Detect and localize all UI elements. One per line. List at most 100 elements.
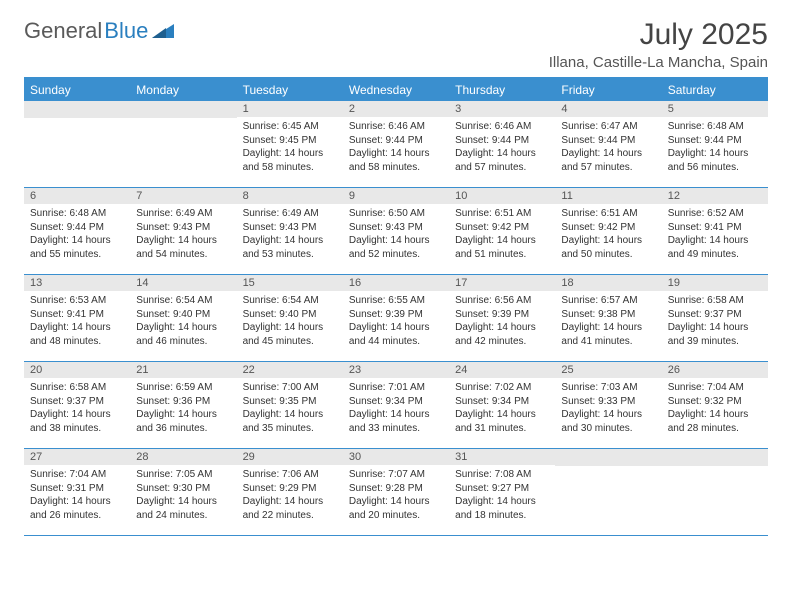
daylight-text: Daylight: 14 hours and 20 minutes. — [349, 495, 443, 522]
daylight-text: Daylight: 14 hours and 53 minutes. — [243, 234, 337, 261]
sunrise-text: Sunrise: 6:49 AM — [243, 207, 337, 221]
day-cell: 19Sunrise: 6:58 AMSunset: 9:37 PMDayligh… — [662, 275, 768, 361]
day-number: 18 — [555, 275, 661, 291]
sunrise-text: Sunrise: 6:52 AM — [668, 207, 762, 221]
sunrise-text: Sunrise: 6:46 AM — [455, 120, 549, 134]
sunset-text: Sunset: 9:39 PM — [349, 308, 443, 322]
day-cell: 28Sunrise: 7:05 AMSunset: 9:30 PMDayligh… — [130, 449, 236, 535]
day-number: 24 — [449, 362, 555, 378]
day-cell: 15Sunrise: 6:54 AMSunset: 9:40 PMDayligh… — [237, 275, 343, 361]
dow-label: Thursday — [449, 79, 555, 101]
header: GeneralBlue July 2025 Illana, Castille-L… — [24, 18, 768, 71]
daylight-text: Daylight: 14 hours and 51 minutes. — [455, 234, 549, 261]
dow-label: Monday — [130, 79, 236, 101]
day-cell: 22Sunrise: 7:00 AMSunset: 9:35 PMDayligh… — [237, 362, 343, 448]
sunset-text: Sunset: 9:41 PM — [668, 221, 762, 235]
daylight-text: Daylight: 14 hours and 49 minutes. — [668, 234, 762, 261]
week-row: 27Sunrise: 7:04 AMSunset: 9:31 PMDayligh… — [24, 449, 768, 536]
day-body: Sunrise: 7:05 AMSunset: 9:30 PMDaylight:… — [130, 465, 236, 526]
logo-text-gray: General — [24, 18, 102, 44]
sunset-text: Sunset: 9:44 PM — [668, 134, 762, 148]
daylight-text: Daylight: 14 hours and 36 minutes. — [136, 408, 230, 435]
day-body: Sunrise: 6:54 AMSunset: 9:40 PMDaylight:… — [130, 291, 236, 352]
sunrise-text: Sunrise: 6:46 AM — [349, 120, 443, 134]
day-number: 1 — [237, 101, 343, 117]
daylight-text: Daylight: 14 hours and 48 minutes. — [30, 321, 124, 348]
dow-label: Friday — [555, 79, 661, 101]
day-cell: 11Sunrise: 6:51 AMSunset: 9:42 PMDayligh… — [555, 188, 661, 274]
day-cell: 7Sunrise: 6:49 AMSunset: 9:43 PMDaylight… — [130, 188, 236, 274]
day-cell: 30Sunrise: 7:07 AMSunset: 9:28 PMDayligh… — [343, 449, 449, 535]
day-cell: 29Sunrise: 7:06 AMSunset: 9:29 PMDayligh… — [237, 449, 343, 535]
sunset-text: Sunset: 9:42 PM — [561, 221, 655, 235]
dow-row: SundayMondayTuesdayWednesdayThursdayFrid… — [24, 79, 768, 101]
sunset-text: Sunset: 9:34 PM — [349, 395, 443, 409]
day-body: Sunrise: 6:45 AMSunset: 9:45 PMDaylight:… — [237, 117, 343, 178]
day-number: 2 — [343, 101, 449, 117]
sunset-text: Sunset: 9:45 PM — [243, 134, 337, 148]
sunset-text: Sunset: 9:31 PM — [30, 482, 124, 496]
day-number: 15 — [237, 275, 343, 291]
day-body: Sunrise: 6:47 AMSunset: 9:44 PMDaylight:… — [555, 117, 661, 178]
sunrise-text: Sunrise: 6:58 AM — [668, 294, 762, 308]
sunset-text: Sunset: 9:43 PM — [243, 221, 337, 235]
month-title: July 2025 — [549, 18, 768, 52]
sunset-text: Sunset: 9:28 PM — [349, 482, 443, 496]
sunrise-text: Sunrise: 6:59 AM — [136, 381, 230, 395]
day-body: Sunrise: 6:48 AMSunset: 9:44 PMDaylight:… — [662, 117, 768, 178]
sunset-text: Sunset: 9:40 PM — [136, 308, 230, 322]
day-body: Sunrise: 7:04 AMSunset: 9:31 PMDaylight:… — [24, 465, 130, 526]
day-number: 26 — [662, 362, 768, 378]
sunrise-text: Sunrise: 6:51 AM — [561, 207, 655, 221]
day-cell: 20Sunrise: 6:58 AMSunset: 9:37 PMDayligh… — [24, 362, 130, 448]
day-cell: 8Sunrise: 6:49 AMSunset: 9:43 PMDaylight… — [237, 188, 343, 274]
sunset-text: Sunset: 9:44 PM — [455, 134, 549, 148]
week-row: 1Sunrise: 6:45 AMSunset: 9:45 PMDaylight… — [24, 101, 768, 188]
sunrise-text: Sunrise: 7:02 AM — [455, 381, 549, 395]
day-body: Sunrise: 7:06 AMSunset: 9:29 PMDaylight:… — [237, 465, 343, 526]
calendar-grid: SundayMondayTuesdayWednesdayThursdayFrid… — [24, 77, 768, 536]
sunrise-text: Sunrise: 7:05 AM — [136, 468, 230, 482]
day-number: 11 — [555, 188, 661, 204]
title-block: July 2025 Illana, Castille-La Mancha, Sp… — [549, 18, 768, 71]
daylight-text: Daylight: 14 hours and 35 minutes. — [243, 408, 337, 435]
day-body: Sunrise: 6:55 AMSunset: 9:39 PMDaylight:… — [343, 291, 449, 352]
day-cell: 17Sunrise: 6:56 AMSunset: 9:39 PMDayligh… — [449, 275, 555, 361]
day-cell: 1Sunrise: 6:45 AMSunset: 9:45 PMDaylight… — [237, 101, 343, 187]
daylight-text: Daylight: 14 hours and 38 minutes. — [30, 408, 124, 435]
sunrise-text: Sunrise: 7:04 AM — [30, 468, 124, 482]
sunrise-text: Sunrise: 6:48 AM — [30, 207, 124, 221]
day-cell: 21Sunrise: 6:59 AMSunset: 9:36 PMDayligh… — [130, 362, 236, 448]
sunrise-text: Sunrise: 6:57 AM — [561, 294, 655, 308]
day-body: Sunrise: 6:51 AMSunset: 9:42 PMDaylight:… — [449, 204, 555, 265]
daylight-text: Daylight: 14 hours and 58 minutes. — [349, 147, 443, 174]
logo-text-blue: Blue — [104, 18, 148, 44]
day-number: 17 — [449, 275, 555, 291]
day-body: Sunrise: 7:03 AMSunset: 9:33 PMDaylight:… — [555, 378, 661, 439]
day-cell: 27Sunrise: 7:04 AMSunset: 9:31 PMDayligh… — [24, 449, 130, 535]
day-number: 14 — [130, 275, 236, 291]
sunset-text: Sunset: 9:33 PM — [561, 395, 655, 409]
day-body: Sunrise: 7:04 AMSunset: 9:32 PMDaylight:… — [662, 378, 768, 439]
day-number: 19 — [662, 275, 768, 291]
sunrise-text: Sunrise: 6:47 AM — [561, 120, 655, 134]
sunrise-text: Sunrise: 6:56 AM — [455, 294, 549, 308]
location: Illana, Castille-La Mancha, Spain — [549, 54, 768, 71]
day-cell: 3Sunrise: 6:46 AMSunset: 9:44 PMDaylight… — [449, 101, 555, 187]
day-body: Sunrise: 6:52 AMSunset: 9:41 PMDaylight:… — [662, 204, 768, 265]
day-body: Sunrise: 7:01 AMSunset: 9:34 PMDaylight:… — [343, 378, 449, 439]
day-number — [555, 449, 661, 466]
sunset-text: Sunset: 9:34 PM — [455, 395, 549, 409]
daylight-text: Daylight: 14 hours and 28 minutes. — [668, 408, 762, 435]
sunrise-text: Sunrise: 6:50 AM — [349, 207, 443, 221]
day-body: Sunrise: 7:08 AMSunset: 9:27 PMDaylight:… — [449, 465, 555, 526]
sunrise-text: Sunrise: 6:48 AM — [668, 120, 762, 134]
dow-label: Wednesday — [343, 79, 449, 101]
day-number — [662, 449, 768, 466]
daylight-text: Daylight: 14 hours and 56 minutes. — [668, 147, 762, 174]
daylight-text: Daylight: 14 hours and 46 minutes. — [136, 321, 230, 348]
day-cell: 12Sunrise: 6:52 AMSunset: 9:41 PMDayligh… — [662, 188, 768, 274]
day-number: 28 — [130, 449, 236, 465]
day-body: Sunrise: 6:51 AMSunset: 9:42 PMDaylight:… — [555, 204, 661, 265]
day-number — [130, 101, 236, 118]
